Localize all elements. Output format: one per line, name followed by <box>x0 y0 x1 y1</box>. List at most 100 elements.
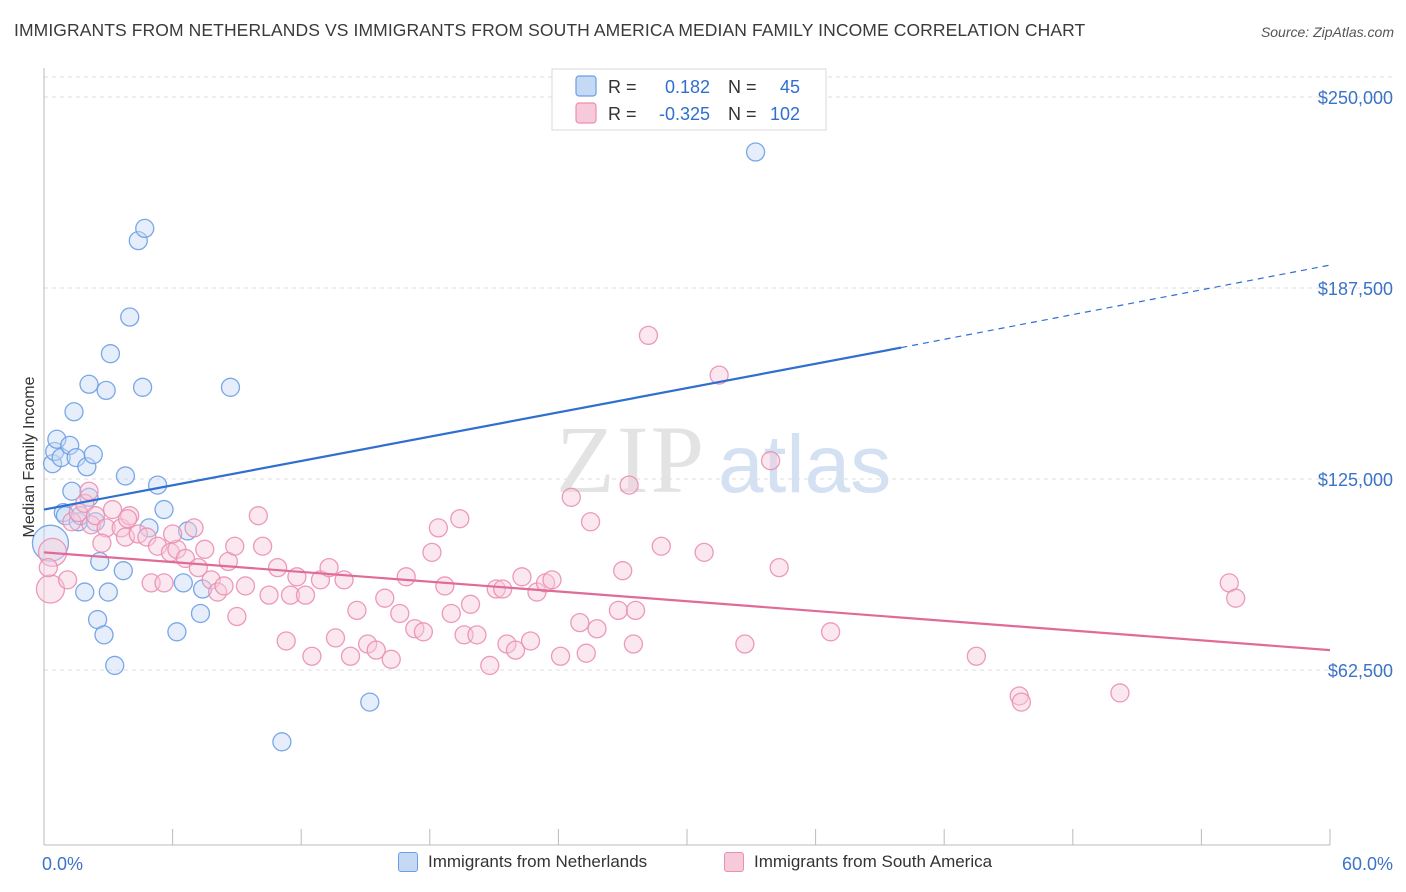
point-south-america <box>820 622 841 642</box>
point-netherlands <box>147 475 168 495</box>
point-south-america <box>580 512 601 532</box>
trend-line-netherlands-extension <box>901 264 1331 349</box>
point-netherlands <box>94 625 114 645</box>
legend-r-value: -0.325 <box>659 104 710 124</box>
trend-lines <box>43 264 1331 652</box>
legend-swatch-netherlands <box>575 75 597 97</box>
point-south-america <box>276 631 296 651</box>
trend-line-netherlands <box>43 346 902 511</box>
point-south-america <box>366 640 386 660</box>
point-south-america <box>441 603 461 624</box>
point-south-america <box>1226 588 1246 608</box>
point-south-america <box>520 631 541 651</box>
point-south-america <box>608 600 629 621</box>
legend-swatch-south-america <box>724 852 744 872</box>
point-south-america <box>120 506 140 526</box>
legend-n-label: N = <box>728 104 757 124</box>
point-south-america <box>295 585 316 605</box>
point-south-america <box>625 600 646 621</box>
point-south-america <box>162 524 183 544</box>
point-south-america <box>623 634 644 654</box>
data-points <box>31 142 1246 752</box>
legend-swatch-south-america <box>575 102 597 124</box>
point-south-america <box>613 561 633 581</box>
legend-n-value: 102 <box>770 104 800 124</box>
point-south-america <box>550 646 571 666</box>
point-south-america <box>390 603 410 624</box>
axes <box>43 68 1331 846</box>
legend-item-netherlands: Immigrants from Netherlands <box>398 852 647 872</box>
y-axis-label: Median Family Income <box>21 376 38 537</box>
point-south-america <box>381 649 401 669</box>
point-south-america <box>587 619 607 639</box>
point-south-america <box>280 585 301 605</box>
point-netherlands <box>60 435 80 456</box>
point-south-america <box>561 487 581 507</box>
y-tick-label: $62,500 <box>1328 661 1393 681</box>
point-south-america <box>225 536 245 556</box>
legend-n-value: 45 <box>780 77 800 97</box>
point-south-america <box>184 518 204 538</box>
point-south-america <box>413 622 434 642</box>
point-south-america <box>480 655 500 676</box>
point-south-america <box>340 646 361 666</box>
point-netherlands <box>272 732 292 752</box>
point-south-america <box>512 567 532 587</box>
y-tick-labels: $250,000 $187,500 $125,000 $62,500 <box>1318 88 1393 681</box>
point-netherlands <box>77 457 97 477</box>
legend-swatch-netherlands <box>398 852 418 872</box>
legend-n-label: N = <box>728 77 757 97</box>
stats-legend: R = 0.182 N = 45 R = -0.325 N = 102 <box>551 68 827 131</box>
point-south-america <box>117 509 138 529</box>
point-netherlands <box>105 655 125 676</box>
y-tick-label: $125,000 <box>1318 470 1393 490</box>
series-legend: Immigrants from Netherlands Immigrants f… <box>0 852 1406 878</box>
point-south-america <box>154 573 174 593</box>
chart-title: IMMIGRANTS FROM NETHERLANDS VS IMMIGRANT… <box>14 20 1086 40</box>
point-south-america <box>1011 692 1032 712</box>
point-south-america <box>259 585 279 605</box>
point-south-america <box>651 536 671 556</box>
legend-label-south-america: Immigrants from South America <box>754 852 993 871</box>
point-netherlands <box>83 444 103 465</box>
point-netherlands <box>64 402 84 422</box>
point-netherlands <box>100 344 121 364</box>
point-netherlands <box>167 622 187 642</box>
y-tick-label: $187,500 <box>1318 279 1393 299</box>
legend-r-label: R = <box>608 104 637 124</box>
point-south-america <box>85 506 106 526</box>
point-netherlands <box>135 218 155 239</box>
point-south-america <box>235 576 256 596</box>
point-south-america <box>38 557 58 578</box>
point-south-america <box>542 570 562 590</box>
point-netherlands <box>128 230 148 251</box>
point-south-america <box>227 606 247 627</box>
point-south-america <box>966 646 986 666</box>
point-netherlands <box>173 573 193 593</box>
point-south-america <box>760 451 781 471</box>
point-netherlands <box>120 307 140 327</box>
x-tick-label: 0.0% <box>42 854 83 874</box>
point-south-america <box>435 576 455 596</box>
point-south-america <box>493 579 513 599</box>
point-south-america <box>267 557 288 578</box>
point-south-america <box>709 365 729 385</box>
legend-r-value: 0.182 <box>665 77 710 97</box>
point-south-america <box>195 539 215 559</box>
point-netherlands <box>154 499 174 520</box>
point-south-america <box>1110 683 1130 703</box>
point-south-america <box>81 515 101 535</box>
point-south-america <box>214 576 234 596</box>
point-south-america <box>570 612 590 633</box>
legend-item-south-america: Immigrants from South America <box>724 852 992 872</box>
point-south-america <box>96 518 116 538</box>
trend-line-south-america <box>43 551 1331 652</box>
point-south-america <box>486 579 506 599</box>
point-south-america <box>79 481 99 501</box>
point-south-america <box>252 536 273 556</box>
source-credit: Source: ZipAtlas.com <box>1260 24 1394 40</box>
point-south-america <box>57 570 78 590</box>
point-south-america <box>619 475 639 495</box>
point-south-america <box>325 628 346 648</box>
point-south-america <box>302 646 322 666</box>
